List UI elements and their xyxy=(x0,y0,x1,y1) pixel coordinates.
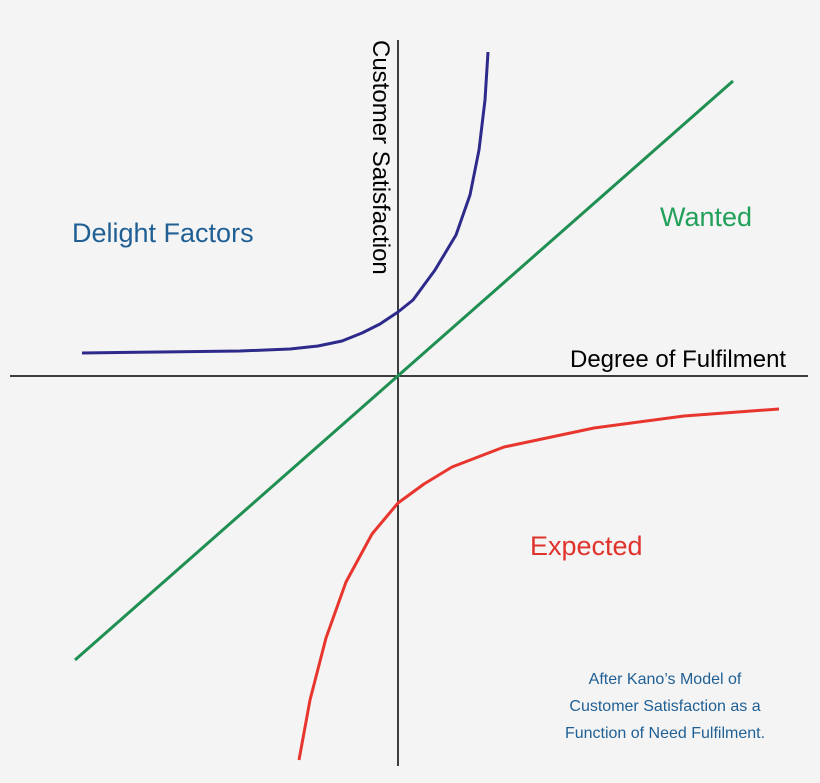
expected-label: Expected xyxy=(530,531,643,561)
caption-line-1: After Kano’s Model of xyxy=(588,671,742,688)
caption-line-3: Function of Need Fulfilment. xyxy=(564,725,766,742)
wanted-line xyxy=(74,79,734,662)
caption: After Kano’s Model of Customer Satisfact… xyxy=(530,666,800,747)
wanted-label: Wanted xyxy=(660,202,753,232)
delight-factors-label: Delight Factors xyxy=(72,218,254,248)
x-axis-label: Degree of Fulfilment xyxy=(570,346,787,373)
y-axis-label: Customer Satisfaction xyxy=(367,40,394,275)
delight-curve xyxy=(81,51,490,355)
caption-line-2: Customer Satisfaction as a xyxy=(569,698,761,715)
expected-curve xyxy=(297,407,780,761)
